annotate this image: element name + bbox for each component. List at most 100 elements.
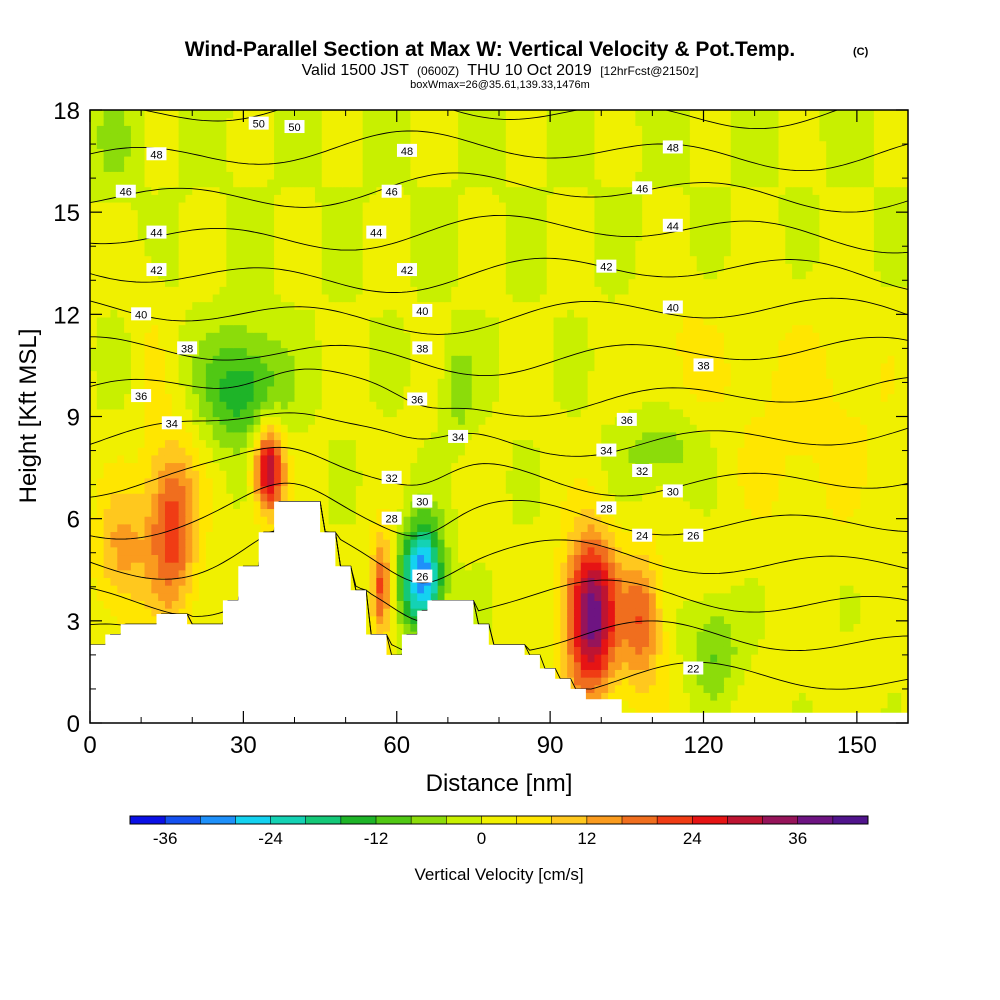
velocity-cell <box>833 424 841 433</box>
velocity-cell <box>253 462 262 471</box>
velocity-cell <box>594 631 602 640</box>
velocity-cell <box>130 562 139 571</box>
velocity-cell <box>846 493 855 502</box>
velocity-cell <box>499 431 507 441</box>
velocity-cell <box>648 408 657 418</box>
velocity-cell <box>662 562 671 571</box>
velocity-cell <box>676 562 684 571</box>
velocity-cell <box>485 416 493 425</box>
velocity-cell <box>205 485 214 494</box>
velocity-cell <box>90 546 98 556</box>
velocity-cell <box>171 462 180 471</box>
velocity-cell <box>417 562 425 571</box>
velocity-cell <box>696 585 705 594</box>
velocity-cell <box>478 577 486 586</box>
velocity-cell <box>785 416 793 425</box>
velocity-cell <box>587 485 596 494</box>
velocity-cell <box>758 700 766 709</box>
velocity-cell <box>464 585 473 594</box>
velocity-cell <box>689 707 698 716</box>
velocity-cell <box>212 454 221 464</box>
velocity-cell <box>505 562 514 571</box>
velocity-cell <box>635 416 643 425</box>
velocity-cell <box>110 462 118 471</box>
velocity-cell <box>124 401 132 410</box>
velocity-cell <box>635 562 643 571</box>
velocity-cell <box>608 592 616 601</box>
velocity-cell <box>764 500 773 510</box>
velocity-cell <box>737 608 746 617</box>
velocity-cell <box>648 424 657 433</box>
velocity-cell <box>867 677 875 686</box>
velocity-cell <box>614 646 623 655</box>
velocity-cell <box>894 531 902 540</box>
velocity-cell <box>778 577 786 586</box>
velocity-cell <box>594 684 602 693</box>
velocity-cell <box>171 508 180 517</box>
velocity-cell <box>676 462 684 471</box>
velocity-cell <box>430 493 439 502</box>
velocity-cell <box>601 416 609 425</box>
velocity-cell <box>635 447 643 456</box>
velocity-cell <box>205 516 214 525</box>
velocity-cell <box>826 638 834 647</box>
velocity-cell <box>648 638 657 647</box>
velocity-cell <box>321 523 330 533</box>
velocity-cell <box>873 577 882 586</box>
velocity-cell <box>751 539 759 548</box>
velocity-cell <box>785 531 793 540</box>
velocity-cell <box>846 485 855 494</box>
velocity-cell <box>103 600 112 609</box>
velocity-cell <box>499 401 507 410</box>
velocity-cell <box>873 447 882 456</box>
velocity-cell <box>110 600 118 609</box>
velocity-cell <box>648 500 657 510</box>
velocity-cell <box>764 531 773 540</box>
velocity-cell <box>723 493 732 502</box>
velocity-cell <box>689 454 698 464</box>
velocity-cell <box>246 539 255 548</box>
velocity-cell <box>792 447 800 456</box>
velocity-cell <box>758 470 766 479</box>
velocity-cell <box>151 493 159 502</box>
velocity-cell <box>526 493 534 502</box>
velocity-cell <box>771 523 780 533</box>
velocity-cell <box>819 546 827 556</box>
velocity-cell <box>546 600 555 609</box>
velocity-cell <box>110 531 118 540</box>
velocity-cell <box>764 631 773 640</box>
velocity-cell <box>758 408 766 418</box>
velocity-cell <box>798 684 807 693</box>
velocity-cell <box>287 462 296 471</box>
velocity-cell <box>751 631 759 640</box>
velocity-cell <box>860 577 868 586</box>
velocity-cell <box>730 638 739 647</box>
velocity-cell <box>485 577 493 586</box>
velocity-cell <box>867 470 875 479</box>
velocity-cell <box>199 569 207 579</box>
velocity-cell <box>424 585 432 594</box>
velocity-cell <box>846 600 855 609</box>
velocity-cell <box>812 408 820 418</box>
velocity-cell <box>151 477 159 487</box>
velocity-cell <box>185 493 193 502</box>
velocity-cell <box>580 539 589 548</box>
velocity-cell <box>158 554 166 563</box>
velocity-cell <box>410 600 418 609</box>
velocity-cell <box>539 608 548 617</box>
velocity-cell <box>812 569 820 579</box>
velocity-cell <box>478 485 486 494</box>
velocity-cell <box>846 654 855 663</box>
velocity-cell <box>676 569 684 579</box>
velocity-cell <box>676 431 684 441</box>
velocity-cell <box>308 462 316 471</box>
velocity-cell <box>867 439 875 448</box>
velocity-cell <box>662 700 671 709</box>
velocity-cell <box>696 600 705 609</box>
velocity-cell <box>662 500 671 510</box>
velocity-cell <box>383 569 391 579</box>
velocity-cell <box>553 661 561 670</box>
velocity-cell <box>853 523 861 533</box>
velocity-cell <box>205 500 214 510</box>
velocity-cell <box>778 500 786 510</box>
